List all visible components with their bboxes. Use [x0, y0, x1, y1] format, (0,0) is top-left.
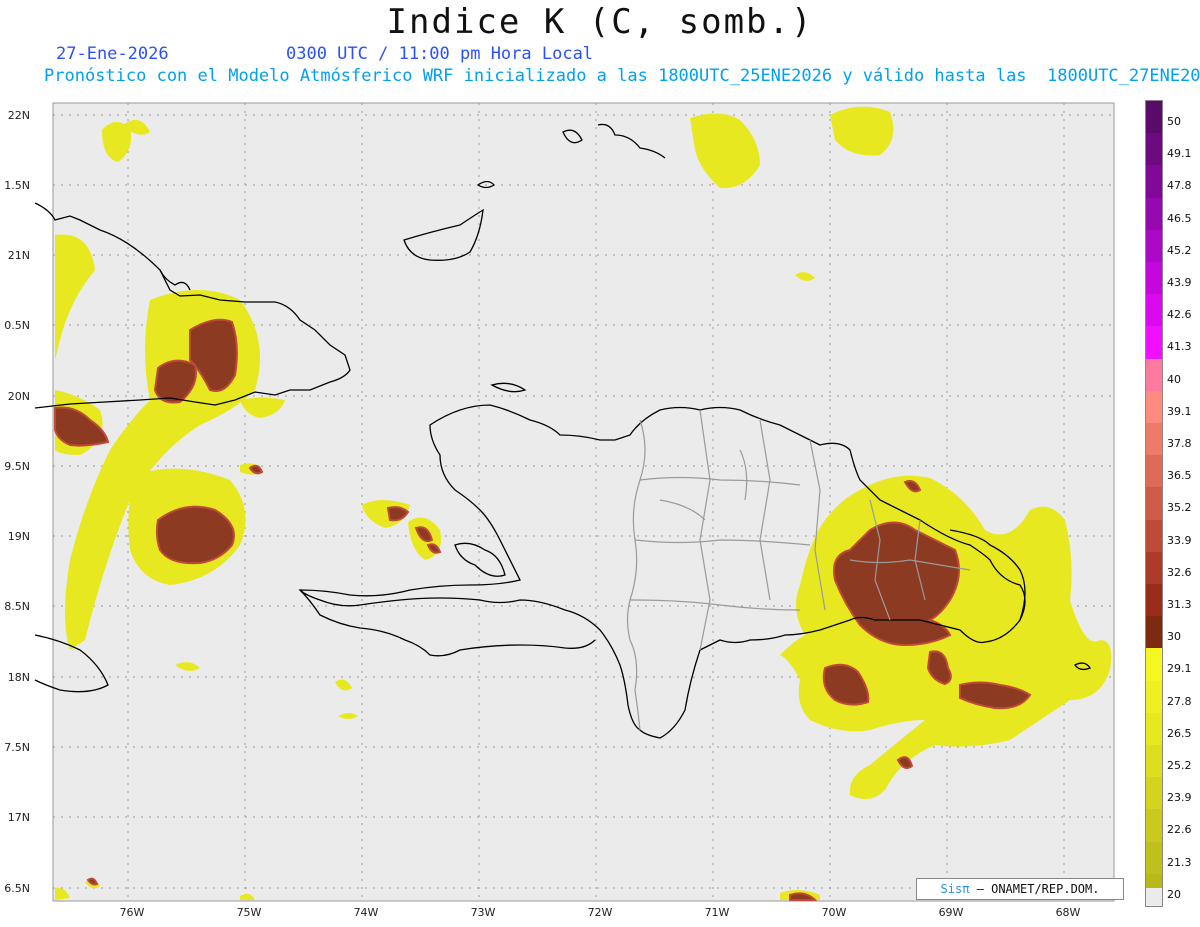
colorbar-label: 46.5 — [1167, 211, 1192, 225]
colorbar-label: 43.9 — [1167, 276, 1192, 289]
lat-label: 0.5N — [4, 319, 30, 332]
credit-text: – ONAMET/REP.DOM. — [969, 882, 1100, 896]
colorbar-label: 25.2 — [1167, 759, 1192, 772]
lon-label: 68W — [1055, 906, 1081, 919]
colorbar-segment — [1146, 648, 1162, 682]
lat-label: 6.5N — [4, 882, 30, 895]
lat-label: 9.5N — [4, 460, 30, 473]
lat-label: 7.5N — [4, 741, 30, 754]
colorbar-segment — [1146, 326, 1162, 360]
colorbar-segment — [1146, 197, 1162, 231]
lon-label: 75W — [236, 906, 262, 919]
lon-label: 76W — [119, 906, 145, 919]
colorbar-label: 47.8 — [1167, 179, 1192, 193]
colorbar-segment — [1146, 133, 1162, 166]
colorbar-label: 29.1 — [1167, 662, 1192, 676]
colorbar-segment — [1146, 358, 1162, 392]
k-index-shading-red — [54, 318, 1032, 901]
colorbar-label: 30 — [1167, 630, 1181, 644]
lon-label: 72W — [587, 906, 613, 919]
lat-label: 22N — [7, 109, 30, 122]
colorbar-label: 42.6 — [1167, 308, 1192, 322]
colorbar-label: 45.2 — [1167, 243, 1192, 257]
colorbar-label: 22.6 — [1167, 823, 1192, 837]
colorbar-segment — [1146, 551, 1162, 585]
colorbar-segment — [1146, 455, 1162, 488]
forecast-label: Pronóstico con el Modelo Atmósferico WRF… — [44, 66, 1200, 86]
credit-logo: Sisπ — [940, 882, 970, 896]
colorbar-segment — [1146, 888, 1162, 906]
colorbar-label: 50 — [1167, 115, 1181, 128]
colorbar-label: 27.8 — [1167, 694, 1192, 708]
lat-label: 1.5N — [4, 179, 30, 192]
lon-label: 74W — [353, 906, 379, 919]
colorbar-label: 41.3 — [1167, 340, 1192, 354]
colorbar-segment — [1146, 809, 1162, 843]
lon-label: 73W — [470, 906, 496, 919]
map-title: Indice K (C, somb.) — [386, 2, 814, 42]
colorbar-label: 35.2 — [1167, 501, 1192, 515]
colorbar-label: 40 — [1167, 372, 1181, 386]
colorbar-segment — [1146, 390, 1162, 424]
colorbar-label: 36.5 — [1167, 469, 1192, 483]
colorbar-label: 39.1 — [1167, 404, 1192, 418]
coastlines — [34, 123, 1091, 739]
colorbar-segment — [1146, 294, 1162, 327]
province-borders — [626, 409, 971, 731]
colorbar — [1145, 100, 1163, 907]
colorbar-label: 37.8 — [1167, 437, 1192, 450]
date-label: 27-Ene-2026 — [56, 44, 169, 64]
credit-box: Sisπ – ONAMET/REP.DOM. — [916, 878, 1124, 900]
colorbar-label: 33.9 — [1167, 533, 1192, 547]
lon-label: 71W — [704, 906, 730, 919]
lat-label: 18N — [7, 671, 30, 684]
colorbar-segment — [1146, 487, 1162, 521]
colorbar-segment — [1146, 519, 1162, 553]
lat-label: 20N — [7, 390, 30, 403]
colorbar-segment — [1146, 584, 1162, 617]
colorbar-label: 21.3 — [1167, 855, 1192, 869]
lon-label: 69W — [938, 906, 964, 919]
colorbar-label: 26.5 — [1167, 726, 1192, 740]
colorbar-segment — [1146, 680, 1162, 714]
colorbar-segment — [1146, 841, 1162, 875]
colorbar-segment — [1146, 262, 1162, 295]
colorbar-segment — [1146, 712, 1162, 746]
lat-label: 8.5N — [4, 600, 30, 613]
colorbar-segment — [1146, 777, 1162, 810]
colorbar-label: 32.6 — [1167, 565, 1192, 579]
colorbar-segment — [1146, 165, 1162, 199]
colorbar-segment — [1146, 423, 1162, 456]
colorbar-segment — [1146, 101, 1162, 134]
colorbar-label: 49.1 — [1167, 147, 1192, 161]
colorbar-label: 23.9 — [1167, 791, 1192, 805]
colorbar-label: 31.3 — [1167, 598, 1192, 611]
colorbar-segment — [1146, 745, 1162, 778]
lon-label: 70W — [821, 906, 847, 919]
colorbar-segment — [1146, 616, 1162, 649]
lat-label: 21N — [7, 249, 30, 262]
lat-label: 19N — [7, 530, 30, 543]
lat-label: 17N — [7, 811, 30, 824]
colorbar-label: 20 — [1167, 887, 1181, 901]
colorbar-segment — [1146, 229, 1162, 263]
time-label: 0300 UTC / 11:00 pm Hora Local — [286, 44, 594, 64]
